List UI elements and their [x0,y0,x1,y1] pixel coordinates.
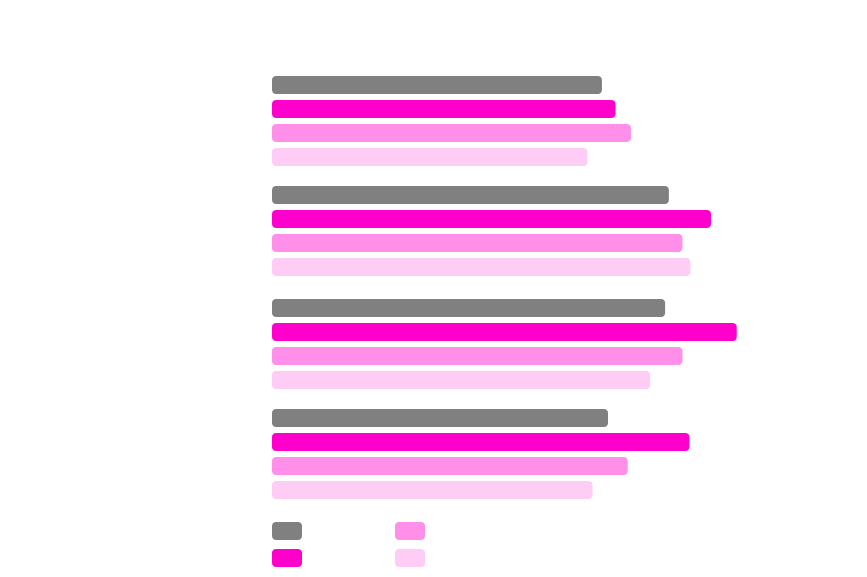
legend-item-series-2 [272,549,302,567]
bar-series-1-category-1 [272,76,602,94]
bar-series-2-category-4 [272,433,690,451]
bar-series-3-category-3 [272,347,683,365]
bar-group-2 [272,186,711,276]
bar-series-1-category-2 [272,186,669,204]
legend-item-series-1 [272,522,302,540]
bar-series-1-category-4 [272,409,609,427]
bar-series-4-category-2 [272,258,691,276]
bar-series-1-category-3 [272,299,666,317]
legend-swatch-series-2 [272,549,302,567]
legend-swatch-series-1 [272,522,302,540]
legend [272,522,425,567]
bar-group-4 [272,409,690,499]
legend-item-series-3 [395,522,425,540]
bar-series-2-category-1 [272,100,616,118]
bar-series-4-category-3 [272,371,651,389]
legend-item-series-4 [395,549,425,567]
bar-series-3-category-2 [272,234,683,252]
bar-series-4-category-4 [272,481,593,499]
bar-group-3 [272,299,737,389]
bar-series-2-category-2 [272,210,711,228]
bar-group-1 [272,76,631,166]
bar-series-4-category-1 [272,148,588,166]
bars-layer [272,76,737,499]
bar-series-2-category-3 [272,323,737,341]
bar-series-3-category-4 [272,457,628,475]
legend-swatch-series-3 [395,522,425,540]
legend-swatch-series-4 [395,549,425,567]
bar-series-3-category-1 [272,124,631,142]
